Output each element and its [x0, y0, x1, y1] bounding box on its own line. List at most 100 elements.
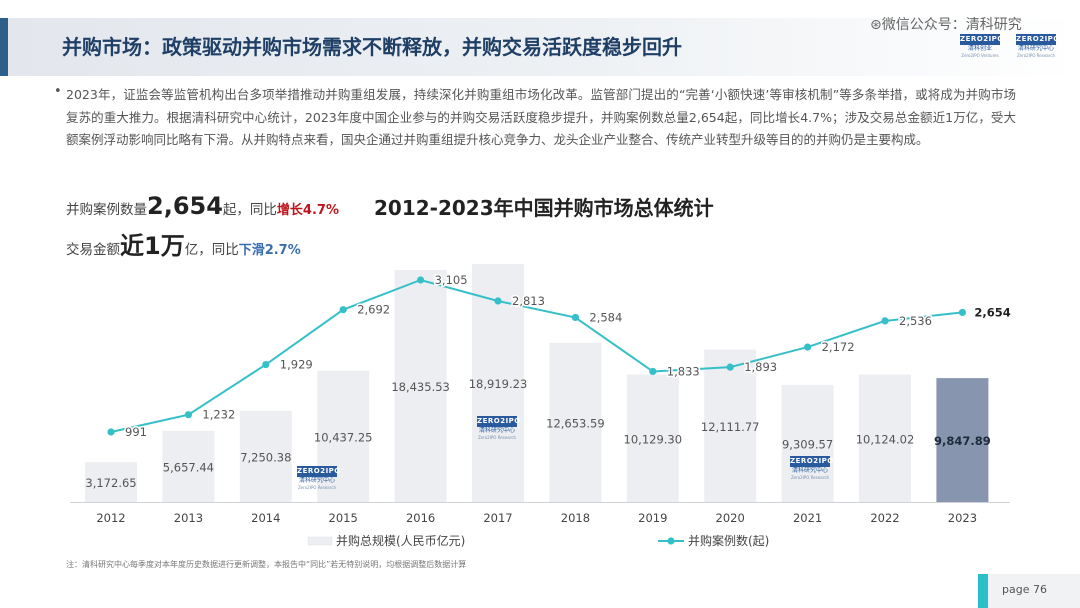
x-tick-2023: 2023: [948, 511, 977, 525]
bar-label-2018: 12,653.59: [546, 416, 605, 430]
summary-text: 2023年，证监会等监管机构出台多项举措推动并购重组发展，持续深化并购重组市场化…: [66, 87, 1016, 147]
stat-count-change: 增长4.7%: [276, 203, 339, 218]
stat-amount-unit: 亿，同比: [184, 242, 239, 258]
bar-2019: [626, 374, 679, 502]
page-title: 并购市场：政策驱动并购市场需求不断释放，并购交易活跃度稳步回升: [62, 35, 682, 59]
logo-name: 清科研究中心: [478, 427, 515, 434]
bar-2023: [936, 378, 989, 502]
legend-label-line: 并购案例数(起): [688, 533, 769, 548]
point-label-2015: 2,692: [357, 303, 390, 317]
point-2022: [881, 317, 889, 325]
stat-deal-count: 并购案例数量2,654起，同比增长4.7%: [66, 192, 339, 220]
point-2023: [958, 308, 967, 317]
chart-watermark-logo: ZERO2IPO 清科研究中心 Zero2IPO Research: [783, 456, 837, 490]
bar-label-2022: 10,124.02: [856, 432, 915, 446]
chart-title: 2012-2023年中国并购市场总体统计: [374, 196, 714, 220]
bar-2013: [162, 430, 215, 502]
zero2ipo-ventures-logo: ZERO2IPO 清科创业 Zero2IPO Ventures: [956, 34, 1004, 62]
point-2017: [494, 297, 502, 305]
logo-name: 清科研究中心: [1017, 45, 1054, 52]
page-indicator: page 76: [978, 574, 1080, 608]
logo-badge: ZERO2IPO: [477, 416, 521, 427]
logo-badge: ZERO2IPO: [960, 34, 1004, 45]
bullet-icon: •: [54, 84, 62, 99]
watermark: ⊛微信公众号：清科研究: [870, 17, 1022, 33]
x-tick-2018: 2018: [561, 511, 590, 525]
bar-label-2021: 9,309.57: [782, 437, 833, 451]
point-label-2023: 2,654: [974, 305, 1010, 319]
point-2021: [804, 343, 812, 351]
legend-swatch-bar: [307, 536, 333, 546]
point-2013: [184, 411, 192, 419]
bar-2020: [704, 349, 757, 502]
x-tick-2022: 2022: [870, 511, 899, 525]
stat-amount-value: 近1万: [120, 232, 185, 260]
bar-label-2013: 5,657.44: [163, 460, 214, 474]
chart-watermark-logo: ZERO2IPO 清科研究中心 Zero2IPO Research: [470, 416, 524, 450]
x-tick-2019: 2019: [638, 511, 667, 525]
legend-label-bar: 并购总规模(人民币亿元): [336, 533, 465, 548]
point-label-2013: 1,232: [202, 408, 235, 422]
point-label-2018: 2,584: [589, 310, 622, 324]
stat-deal-amount: 交易金额近1万亿，同比下滑2.7%: [66, 226, 301, 261]
stat-amount-label: 交易金额: [66, 242, 120, 258]
point-label-2012: 991: [125, 425, 147, 439]
point-2019: [649, 367, 657, 376]
bar-label-2020: 12,111.77: [701, 420, 760, 434]
point-2012: [107, 428, 115, 436]
page-number: page 76: [1002, 583, 1047, 596]
x-tick-2017: 2017: [483, 511, 512, 525]
page-accent: [978, 574, 988, 608]
logo-name: 清科研究中心: [791, 467, 828, 474]
watermark-text: 微信公众号：清科研究: [881, 17, 1022, 33]
logo-subtitle: Zero2IPO Research: [1016, 53, 1056, 58]
x-tick-2021: 2021: [793, 511, 822, 525]
logo-badge: ZERO2IPO: [1016, 34, 1060, 45]
point-2014: [262, 360, 270, 369]
stat-count-value: 2,654: [147, 192, 223, 220]
x-tick-2012: 2012: [96, 511, 125, 525]
bar-2012: [85, 462, 137, 502]
point-2018: [571, 313, 580, 322]
bar-2014: [239, 410, 292, 502]
summary-block: • 2023年，证监会等监管机构出台多项举措推动并购重组发展，持续深化并购重组市…: [54, 84, 1016, 152]
logo-subtitle: Zero2IPO Ventures: [961, 53, 999, 58]
logo-subtitle: Zero2IPO Research: [297, 485, 337, 490]
bar-2016: [394, 270, 447, 502]
bar-label-2014: 7,250.38: [240, 450, 291, 464]
stat-amount-change: 下滑2.7%: [238, 243, 301, 258]
bar-label-2012: 3,172.65: [85, 476, 136, 490]
point-label-2022: 2,536: [899, 314, 932, 328]
logo-subtitle: Zero2IPO Research: [790, 475, 830, 480]
point-label-2016: 3,105: [435, 273, 468, 287]
stat-count-label: 并购案例数量: [66, 202, 147, 218]
stat-count-unit: 起，同比: [222, 202, 277, 218]
footnote: 注：清科研究中心每季度对本年度历史数据进行更新调整，本报告中“同比”若无特别说明…: [66, 560, 467, 569]
logo-name: 清科研究中心: [298, 477, 335, 484]
point-label-2017: 2,813: [512, 294, 545, 308]
header-logos: ZERO2IPO 清科创业 Zero2IPO Ventures ZERO2IPO…: [956, 34, 1062, 62]
bar-label-2023: 9,847.89: [934, 434, 991, 448]
title-bar: 并购市场：政策驱动并购市场需求不断释放，并购交易活跃度稳步回升: [0, 18, 1080, 76]
zero2ipo-research-logo: ZERO2IPO 清科研究中心 Zero2IPO Research: [1012, 34, 1060, 62]
title-background: [8, 18, 1080, 76]
bar-label-2016: 18,435.53: [391, 380, 450, 394]
point-2020: [726, 363, 734, 371]
bar-label-2017: 18,919.23: [469, 377, 528, 391]
bar-2021: [781, 384, 834, 502]
bar-2022: [859, 374, 911, 502]
x-tick-2016: 2016: [406, 511, 435, 525]
chart-watermark-logo: ZERO2IPO 清科研究中心 Zero2IPO Research: [290, 466, 344, 500]
line-series-deal-count: [110, 278, 963, 433]
title-accent: [0, 18, 8, 76]
logo-badge: ZERO2IPO: [297, 466, 341, 477]
x-tick-2013: 2013: [174, 511, 203, 525]
point-label-2019: 1,833: [667, 364, 700, 378]
point-label-2014: 1,929: [280, 358, 313, 372]
logo-name: 清科创业: [967, 45, 992, 52]
x-tick-2015: 2015: [329, 511, 358, 525]
point-2016: [417, 276, 425, 284]
logo-subtitle: Zero2IPO Research: [477, 435, 517, 440]
bar-2015: [317, 370, 370, 502]
